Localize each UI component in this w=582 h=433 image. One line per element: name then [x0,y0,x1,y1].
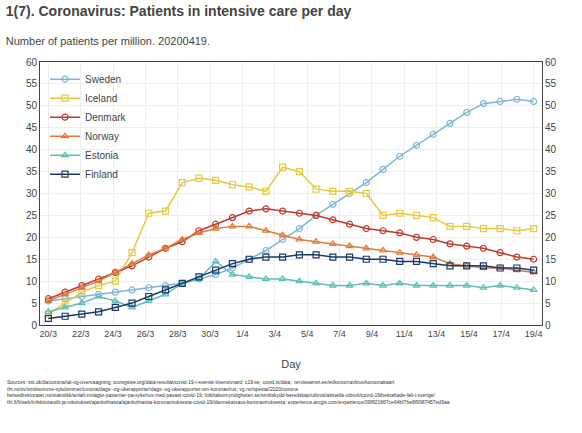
svg-text:Finland: Finland [85,169,118,180]
svg-text:Sources: sst.dk/da/corona/tal-: Sources: sst.dk/da/corona/tal-og-overvaa… [7,379,450,405]
svg-text:3/4: 3/4 [269,329,282,339]
svg-text:Denmark: Denmark [85,112,127,123]
svg-text:17/4: 17/4 [493,329,511,339]
svg-text:50: 50 [545,100,557,111]
svg-text:10: 10 [26,276,38,287]
svg-text:25: 25 [545,210,557,221]
svg-text:22/3: 22/3 [72,329,90,339]
svg-text:30: 30 [26,188,38,199]
svg-text:0: 0 [31,320,37,331]
svg-text:15: 15 [545,254,557,265]
svg-text:19/4: 19/4 [525,329,543,339]
svg-text:20/3: 20/3 [40,329,58,339]
svg-text:35: 35 [545,166,557,177]
svg-text:Number of patients per million: Number of patients per million. 20200419… [6,35,210,47]
svg-text:25: 25 [26,210,38,221]
svg-text:20: 20 [545,232,557,243]
svg-text:24/3: 24/3 [104,329,122,339]
svg-text:0: 0 [545,320,551,331]
svg-text:30: 30 [545,188,557,199]
svg-text:15: 15 [26,254,38,265]
svg-text:7/4: 7/4 [333,329,346,339]
svg-text:50: 50 [26,100,38,111]
svg-text:Day: Day [281,358,301,370]
svg-text:Norway: Norway [85,131,119,142]
svg-text:45: 45 [545,122,557,133]
svg-text:15/4: 15/4 [460,329,478,339]
svg-text:Estonia: Estonia [85,150,119,161]
svg-text:Sweden: Sweden [85,74,121,85]
svg-text:26/3: 26/3 [137,329,155,339]
svg-text:Iceland: Iceland [85,93,117,104]
svg-text:9/4: 9/4 [366,329,379,339]
svg-text:20: 20 [26,232,38,243]
svg-text:11/4: 11/4 [396,329,413,339]
svg-text:5: 5 [31,298,37,309]
svg-text:45: 45 [26,122,38,133]
svg-text:60: 60 [26,57,38,68]
svg-text:10: 10 [545,276,557,287]
svg-text:40: 40 [26,144,38,155]
svg-text:1(7). Coronavirus: Patients in: 1(7). Coronavirus: Patients in intensive… [6,3,352,19]
svg-text:55: 55 [545,78,557,89]
svg-text:40: 40 [545,144,557,155]
svg-text:60: 60 [545,57,557,68]
svg-text:5/4: 5/4 [301,329,314,339]
svg-text:5: 5 [545,298,551,309]
svg-text:1/4: 1/4 [236,329,249,339]
svg-text:28/3: 28/3 [169,329,187,339]
svg-text:35: 35 [26,166,38,177]
svg-text:13/4: 13/4 [428,329,446,339]
svg-text:30/3: 30/3 [201,329,219,339]
svg-text:55: 55 [26,78,38,89]
